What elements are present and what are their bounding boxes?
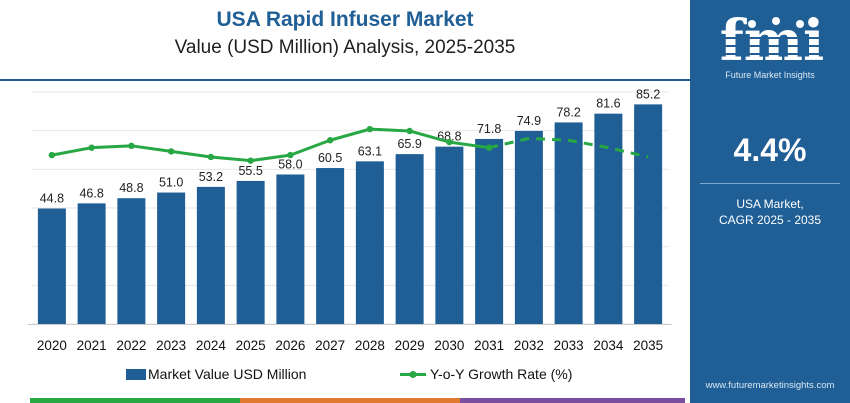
bar-2031: [475, 138, 504, 324]
x-tick-label: 2028: [355, 338, 385, 353]
bar-value-label: 55.5: [238, 164, 262, 178]
growth-point: [287, 151, 294, 159]
x-tick-label: 2022: [116, 338, 146, 353]
legend-line-label: Y-o-Y Growth Rate (%): [430, 366, 572, 382]
website-link[interactable]: www.futuremarketinsights.com: [705, 380, 835, 391]
bar-2026: [276, 174, 305, 324]
bar-2033: [554, 122, 583, 324]
growth-point: [326, 137, 334, 144]
bar-value-label: 58.0: [278, 157, 302, 171]
x-tick-label: 2035: [633, 338, 663, 353]
x-tick-label: 2031: [474, 338, 504, 353]
bar-2021: [77, 203, 106, 324]
bar-value-label: 65.9: [397, 137, 421, 151]
bar-2024: [196, 186, 225, 324]
x-tick-label: 2029: [395, 338, 425, 353]
bar-value-label: 74.9: [517, 114, 541, 128]
chart-subtitle: Value (USD Million) Analysis, 2025-2035: [174, 37, 516, 58]
legend-bar-label: Market Value USD Million: [148, 366, 306, 382]
x-tick-label: 2024: [196, 338, 227, 353]
bar-value-label: 44.8: [40, 192, 64, 206]
bar-2034: [594, 113, 623, 324]
x-tick-label: 2034: [593, 338, 624, 353]
growth-point: [366, 125, 374, 133]
x-tick-label: 2021: [77, 338, 107, 353]
cagr-label-period: CAGR 2025 - 2035: [718, 213, 822, 227]
chart-title: USA Rapid Infuser Market: [216, 8, 474, 31]
bar-2020: [37, 208, 66, 324]
x-tick-label: 2026: [275, 338, 305, 353]
chart-svg: 44.8 2020 46.8 2021 48.8 2022 51.0 2023 53.2 2024…: [28, 87, 672, 382]
bottom-strip-purple: [460, 398, 685, 403]
growth-point: [247, 157, 254, 164]
bar-2027: [316, 168, 345, 324]
x-tick-label: 2023: [156, 338, 186, 353]
x-tick-label: 2027: [315, 338, 345, 353]
bar-value-label: 46.8: [79, 186, 103, 200]
bar-value-label: 60.5: [318, 151, 342, 165]
legend-bar-swatch: [126, 369, 146, 380]
bar-value-label: 63.1: [358, 144, 382, 158]
x-tick-label: 2025: [236, 338, 266, 353]
growth-point: [485, 144, 493, 151]
bar-2030: [435, 146, 464, 324]
fmi-logo: fmi: [714, 8, 830, 70]
bottom-strip-orange: [240, 398, 460, 403]
logo-tagline: Future Market Insights: [725, 70, 815, 80]
bar-2035: [634, 104, 663, 324]
sidebar-divider: [700, 183, 840, 184]
growth-point: [167, 148, 175, 155]
bar-2023: [157, 192, 186, 324]
growth-line-actual: [51, 127, 490, 163]
bar-value-label: 48.8: [119, 181, 143, 195]
x-tick-label: 2032: [514, 338, 544, 353]
bar-value-label: 81.6: [596, 97, 620, 111]
growth-point: [48, 151, 56, 159]
growth-point: [128, 142, 135, 150]
bottom-strip-green: [30, 398, 240, 403]
growth-point: [88, 144, 95, 151]
bar-value-label: 78.2: [556, 105, 580, 119]
x-tick-label: 2030: [434, 338, 464, 353]
bar-value-label: 53.2: [199, 170, 223, 184]
legend-line-marker: [409, 371, 417, 378]
bar-value-label: 51.0: [159, 176, 183, 190]
cagr-value: 4.4%: [733, 132, 807, 168]
x-tick-label: 2020: [37, 338, 67, 353]
bar-2025: [236, 180, 265, 324]
x-tick-label: 2033: [554, 338, 584, 353]
bar-2032: [514, 130, 543, 324]
bar-value-label: 71.8: [477, 122, 501, 136]
growth-point: [446, 138, 453, 146]
growth-point: [406, 127, 413, 135]
bar-2029: [395, 154, 424, 324]
bar-value-label: 85.2: [636, 87, 660, 101]
bar-2022: [117, 198, 146, 324]
growth-point: [207, 153, 215, 161]
sidebar-panel: fmi Future Market Insights 4.4% USA Mark…: [690, 0, 850, 403]
cagr-label-market: USA Market,: [736, 197, 804, 211]
bar-2028: [355, 161, 384, 324]
header-divider: [0, 79, 690, 81]
growth-line-forecast: [488, 136, 649, 159]
